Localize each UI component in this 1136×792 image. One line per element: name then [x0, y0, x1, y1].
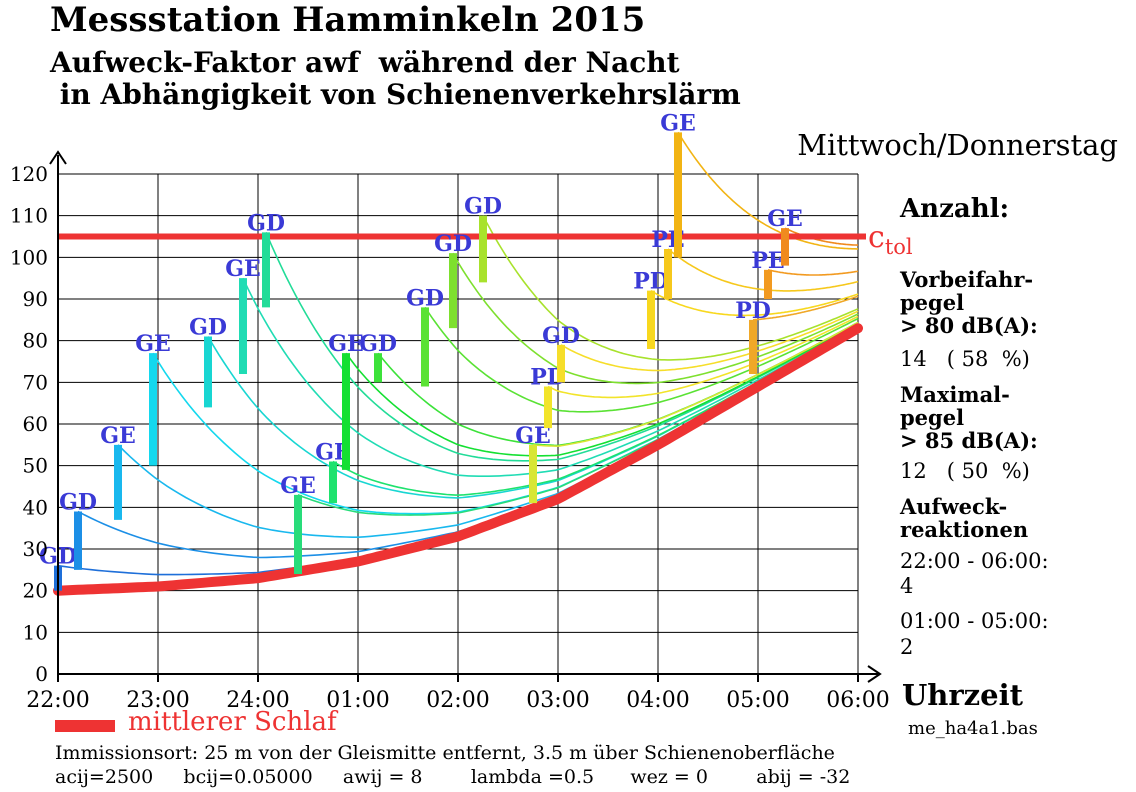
passby-value: 14 ( 58 %)	[900, 347, 1030, 371]
event-bars: GDGDGEGEGDGEGDGEGEGEGDGDGDGDGEPDGDPDPEGE…	[39, 110, 803, 591]
x-tick-label-4: 02:00	[426, 688, 489, 713]
day-label: Mittwoch/Donnerstag	[797, 128, 1118, 162]
x-tick-label-5: 03:00	[526, 688, 589, 713]
grid	[57, 173, 859, 675]
x-tick-label-6: 04:00	[626, 688, 689, 713]
y-tick-label-8: 80	[23, 329, 48, 353]
passby-label: Vorbeifahr- pegel > 80 dB(A):	[900, 267, 1038, 338]
axes	[49, 150, 882, 683]
x-tick-label-8: 06:00	[826, 688, 889, 713]
y-tick-label-1: 10	[23, 620, 48, 644]
y-tick-label-5: 50	[23, 454, 48, 478]
decay-curve-20	[677, 131, 858, 250]
decay-curve-22	[767, 269, 859, 276]
event-label-10: GE	[328, 331, 364, 357]
event-label-17: GD	[542, 323, 580, 349]
decay-curve-12	[424, 306, 859, 413]
max-label: Maximal- pegel > 85 dB(A):	[900, 382, 1038, 453]
y-tick-label-10: 100	[10, 245, 48, 269]
decay-curve-14	[482, 215, 859, 361]
y-tick-label-9: 90	[23, 287, 48, 311]
file-label: me_ha4a1.bas	[908, 718, 1038, 739]
y-tick-label-4: 40	[23, 495, 48, 519]
decay-curve-18	[650, 290, 859, 317]
x-tick-label-0: 22:00	[26, 688, 89, 713]
decay-curve-17	[560, 310, 859, 372]
event-label-8: GE	[280, 473, 316, 499]
baseline-line	[53, 323, 863, 596]
decay-curve-15	[532, 321, 859, 448]
footer-line1: Immissionsort: 25 m von der Gleismitte e…	[55, 742, 835, 764]
reactions-label: Aufweck- reaktionen	[900, 494, 1029, 542]
y-tick-label-11: 110	[10, 204, 48, 228]
ctol-label: ctol	[868, 220, 913, 259]
y-tick-label-12: 120	[10, 162, 48, 186]
event-label-7: GD	[247, 210, 285, 236]
period2-label: 01:00 - 05:00:	[900, 609, 1049, 633]
legend-swatch	[55, 720, 115, 732]
chart-title: Messstation Hamminkeln 2015	[50, 0, 646, 40]
y-tick-label-2: 20	[23, 579, 48, 603]
decay-curve-23	[784, 227, 858, 246]
event-label-22: PE	[751, 248, 784, 274]
y-tick-label-7: 70	[23, 370, 48, 394]
event-label-12: GD	[406, 285, 444, 311]
decay-curve-21	[753, 295, 859, 321]
x-tick-label-1: 23:00	[126, 688, 189, 713]
count-heading: Anzahl:	[900, 194, 1010, 224]
x-tick-label-3: 01:00	[326, 688, 389, 713]
x-axis-unit: Uhrzeit	[902, 678, 1023, 712]
max-value: 12 ( 50 %)	[900, 459, 1030, 483]
y-tick-label-0: 0	[35, 662, 48, 686]
decay-curve-16	[547, 315, 859, 399]
event-label-21: PD	[735, 298, 771, 324]
chart-subtitle-line2: in Abhängigkeit von Schienenverkehrslärm	[50, 78, 741, 111]
event-label-23: GE	[767, 206, 803, 232]
y-tick-label-6: 60	[23, 412, 48, 436]
x-axis-arrow	[867, 665, 882, 683]
period2-value: 2	[900, 635, 914, 659]
event-label-4: GE	[135, 331, 171, 357]
decay-curve-10	[345, 322, 859, 457]
period1-label: 22:00 - 06:00:	[900, 549, 1049, 573]
tick-labels: 0 10 20 30 40 50 60 70 80 90 100 110 120 22:00 23:00 24…	[10, 162, 890, 713]
x-tick-label-7: 05:00	[726, 688, 789, 713]
decay-curve-13	[452, 252, 859, 385]
legend-label: mittlerer Schlaf	[128, 707, 337, 737]
event-label-5: GD	[189, 315, 227, 341]
period1-value: 4	[900, 574, 914, 598]
y-tick-label-3: 30	[23, 537, 48, 561]
event-label-13: GD	[434, 231, 472, 257]
event-label-20: GE	[660, 110, 696, 136]
event-label-2: GD	[59, 490, 97, 516]
y-axis-arrow	[49, 150, 67, 165]
baseline-series	[53, 323, 863, 596]
event-label-6: GE	[225, 256, 261, 282]
event-label-11: GD	[359, 331, 397, 357]
decay-curve-19	[667, 248, 859, 292]
x-tick-label-2: 24:00	[226, 688, 289, 713]
event-label-14: GD	[464, 194, 502, 220]
chart-subtitle-line1: Aufweck-Faktor awf während der Nacht	[50, 46, 680, 79]
event-label-3: GE	[100, 423, 136, 449]
footer-line2: acij=2500 bcij=0.05000 awij = 8 lambda =…	[55, 766, 851, 788]
event-label-18: PD	[633, 269, 669, 295]
